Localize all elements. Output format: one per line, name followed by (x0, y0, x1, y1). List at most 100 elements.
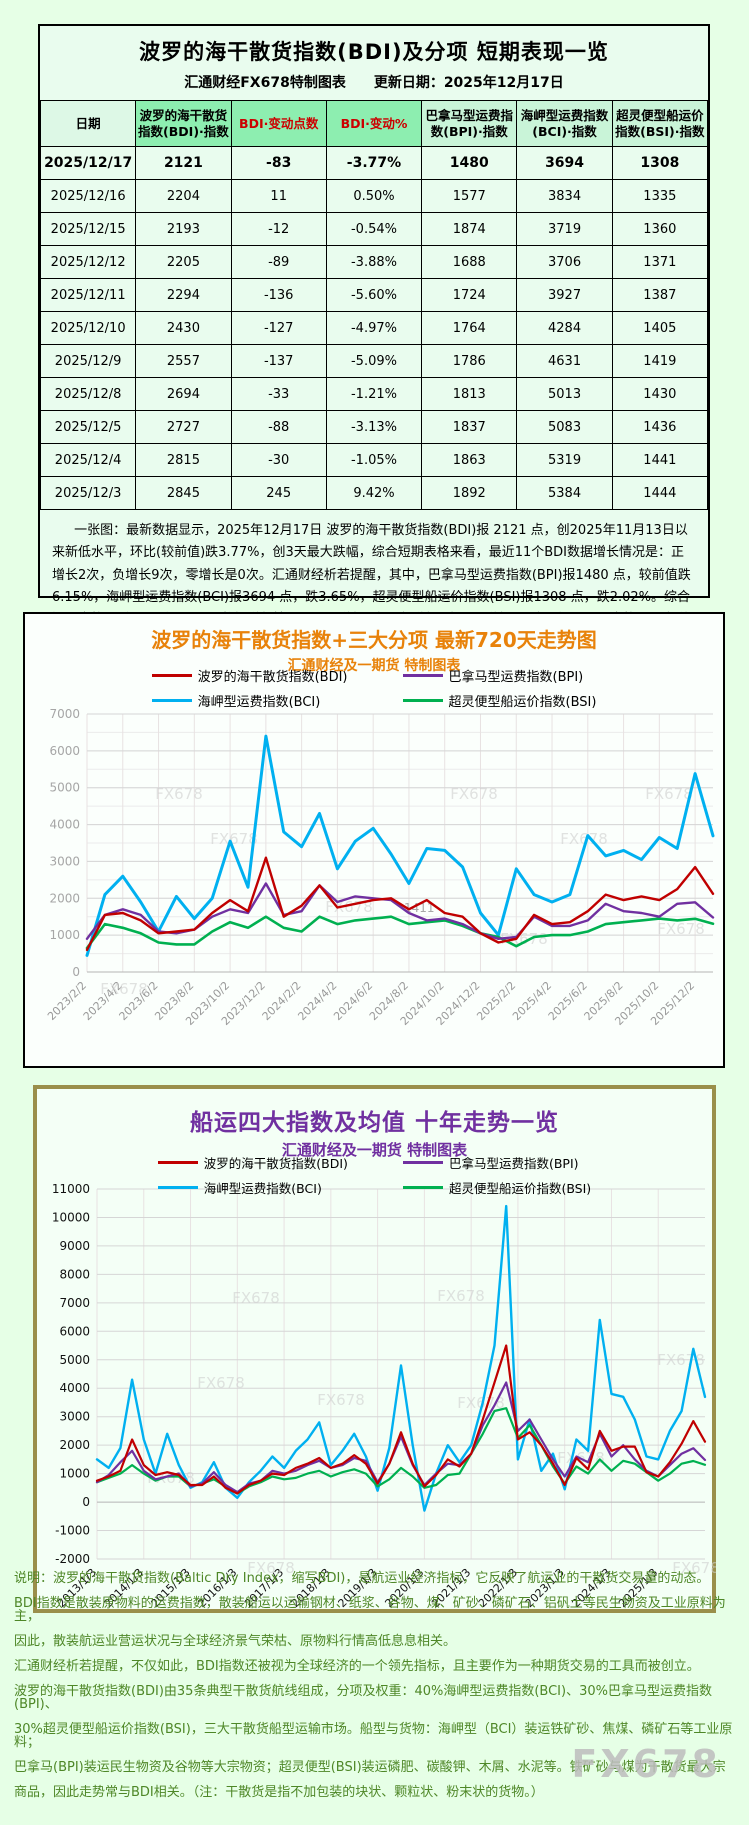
table-cell: 2025/12/15 (39, 212, 137, 246)
chart2-legend: 波罗的海干散货指数(BDI) 巴拿马型运费指数(BPI) 海岬型运费指数(BCI) 超… (37, 1153, 712, 1197)
bdi-table-header-row: 日期 波罗的海干散货指数(BDI)·指数 BDI·变动点数 BDI·变动% 巴拿马型运费… (39, 100, 709, 147)
table-cell: -83 (230, 146, 327, 180)
table-cell: 1764 (421, 311, 518, 345)
table-cell: 3719 (516, 212, 613, 246)
table-title: 波罗的海干散货指数(BDI)及分项 短期表现一览 (139, 40, 609, 64)
table-cell: 5319 (516, 443, 613, 477)
chart1-subtitle: 汇通财经及一期货 特制图表 (287, 658, 461, 674)
table-cell: 3694 (516, 146, 613, 180)
legend-item: 巴拿马型运费指数(BPI) (402, 666, 597, 685)
legend-line-swatch (402, 1186, 443, 1189)
table-cell: -89 (230, 245, 327, 279)
table-cell: 1441 (611, 443, 709, 477)
bdi-short-term-table-panel: 波罗的海干散货指数(BDI)及分项 短期表现一览 汇通财经FX678特制图表 更… (38, 24, 710, 650)
legend-line-swatch (157, 1186, 198, 1189)
table-cell: 1371 (611, 245, 709, 279)
svg-text:4000: 4000 (59, 1381, 90, 1395)
svg-text:0: 0 (72, 965, 80, 979)
svg-text:FX678: FX678 (232, 1289, 280, 1307)
column-header: 超灵便型船运价指数(BSI)·指数 (611, 100, 709, 147)
svg-text:FX678: FX678 (100, 980, 148, 998)
table-cell: 1405 (611, 311, 709, 345)
legend-line-swatch (402, 674, 443, 677)
svg-text:FX678: FX678 (210, 830, 258, 848)
table-row: 2025/12/5 2727 -88 -3.13% 1837 5083 1436 (39, 410, 709, 444)
table-cell: -12 (230, 212, 327, 246)
column-header: 波罗的海干散货指数(BDI)·指数 (135, 100, 232, 147)
table-cell: -88 (230, 410, 327, 444)
svg-text:FX678: FX678 (672, 1559, 716, 1577)
table-note: 一张图：最新数据显示，2025年12月17日 波罗的海干散货指数(BDI)报 2… (52, 523, 691, 650)
table-cell: -1.05% (325, 443, 423, 477)
svg-text:1000: 1000 (59, 1467, 90, 1481)
table-row: 2025/12/10 2430 -127 -4.97% 1764 4284 1405 (39, 311, 709, 345)
table-cell: 2294 (135, 278, 232, 312)
table-cell: 2025/12/10 (39, 311, 137, 345)
svg-text:5000: 5000 (59, 1353, 90, 1367)
table-row: 2025/12/9 2557 -137 -5.09% 1786 4631 1419 (39, 344, 709, 378)
table-cell: 2727 (135, 410, 232, 444)
table-cell: 2557 (135, 344, 232, 378)
table-cell: 2121 (135, 146, 232, 180)
table-row: 2025/12/8 2694 -33 -1.21% 1813 5013 1430 (39, 377, 709, 411)
svg-text:2000: 2000 (49, 891, 80, 905)
table-cell: -30 (230, 443, 327, 477)
svg-text:5000: 5000 (49, 781, 80, 795)
table-cell: -4.97% (325, 311, 423, 345)
footer-line: BDI指数是散装原物料的运费指数，散装船运以运输钢材、纸浆、谷物、煤、矿砂、磷矿… (14, 1596, 726, 1624)
table-cell: 5384 (516, 476, 613, 510)
table-cell: 2204 (135, 179, 232, 213)
table-cell: -3.13% (325, 410, 423, 444)
table-row: 2025/12/4 2815 -30 -1.05% 1863 5319 1441 (39, 443, 709, 477)
footer-line: 巴拿马(BPI)装运民生物资及谷物等大宗物资；超灵便型(BSI)装运磷肥、碳酸钾… (14, 1760, 726, 1775)
column-header: 巴拿马型运费指数(BPI)·指数 (421, 100, 518, 147)
table-cell: -137 (230, 344, 327, 378)
legend-line-swatch (402, 1161, 443, 1164)
legend-item: 巴拿马型运费指数(BPI) (402, 1153, 591, 1172)
table-cell: 3927 (516, 278, 613, 312)
table-cell: 1430 (611, 377, 709, 411)
svg-text:FX678: FX678 (645, 785, 693, 803)
table-row: 2025/12/16 2204 11 0.50% 1577 3834 1335 (39, 179, 709, 213)
legend-label: 海岬型运费指数(BCI) (197, 695, 321, 710)
table-cell: -127 (230, 311, 327, 345)
legend-item: 波罗的海干散货指数(BDI) (157, 1153, 348, 1172)
legend-label: 海岬型运费指数(BCI) (203, 1181, 322, 1196)
table-cell: 2025/12/12 (39, 245, 137, 279)
table-cell: -5.60% (325, 278, 423, 312)
table-cell: 1813 (421, 377, 518, 411)
svg-text:3000: 3000 (49, 854, 80, 868)
table-cell: 2845 (135, 476, 232, 510)
table-cell: 2025/12/17 (39, 146, 137, 180)
table-cell: 1874 (421, 212, 518, 246)
table-cell: 2193 (135, 212, 232, 246)
table-cell: 2025/12/11 (39, 278, 137, 312)
svg-text:0: 0 (82, 1495, 90, 1509)
table-cell: 1837 (421, 410, 518, 444)
table-cell: 3706 (516, 245, 613, 279)
table-cell: 2025/12/9 (39, 344, 137, 378)
table-row: 2025/12/11 2294 -136 -5.60% 1724 3927 1387 (39, 278, 709, 312)
table-cell: 2694 (135, 377, 232, 411)
column-header: 海岬型运费指数(BCI)·指数 (516, 100, 613, 147)
legend-item: 海岬型运费指数(BCI) (151, 691, 348, 710)
fx678-brand-watermark: FX678 (571, 1742, 721, 1786)
table-cell: 4284 (516, 311, 613, 345)
column-header: BDI·变动点数 (230, 100, 327, 147)
legend-label: 波罗的海干散货指数(BDI) (203, 1156, 348, 1171)
table-cell: 2025/12/5 (39, 410, 137, 444)
footer-line: 因此，散装航运业营运状况与全球经济景气荣枯、原物料行情高低息息相关。 (14, 1634, 457, 1649)
table-cell: 1724 (421, 278, 518, 312)
chart1-title: 波罗的海干散货指数+三大分项 最新720天走势图 (151, 628, 597, 652)
svg-text:-2000: -2000 (55, 1552, 90, 1566)
footer-line: 30%超灵便型船运价指数(BSI)，三大干散货船型运输市场。船型与货物：海岬型（… (14, 1722, 733, 1750)
legend-label: 超灵便型船运价指数(BSI) (448, 695, 597, 710)
table-cell: 4631 (516, 344, 613, 378)
legend-label: 巴拿马型运费指数(BPI) (448, 1156, 579, 1171)
table-cell: 1387 (611, 278, 709, 312)
table-cell: 2430 (135, 311, 232, 345)
svg-text:1411: 1411 (404, 901, 435, 915)
table-cell: 245 (230, 476, 327, 510)
svg-text:FX678: FX678 (450, 785, 498, 803)
svg-text:FX678: FX678 (437, 1287, 485, 1305)
